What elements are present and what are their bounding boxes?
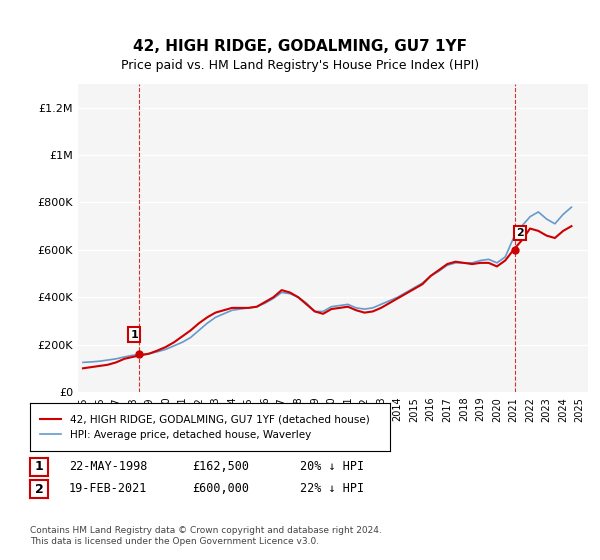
Text: £600,000: £600,000 [192, 482, 249, 496]
Text: 20% ↓ HPI: 20% ↓ HPI [300, 460, 364, 473]
Point [134, 349, 144, 358]
Text: 22% ↓ HPI: 22% ↓ HPI [300, 482, 364, 496]
Text: 22-MAY-1998: 22-MAY-1998 [69, 460, 148, 473]
Text: 1: 1 [130, 329, 138, 339]
Text: Contains HM Land Registry data © Crown copyright and database right 2024.
This d: Contains HM Land Registry data © Crown c… [30, 526, 382, 546]
Text: 1: 1 [35, 460, 43, 473]
Text: £162,500: £162,500 [192, 460, 249, 473]
Legend: 42, HIGH RIDGE, GODALMING, GU7 1YF (detached house), HPI: Average price, detache: 42, HIGH RIDGE, GODALMING, GU7 1YF (deta… [35, 409, 374, 445]
Text: 19-FEB-2021: 19-FEB-2021 [69, 482, 148, 496]
Text: Price paid vs. HM Land Registry's House Price Index (HPI): Price paid vs. HM Land Registry's House … [121, 59, 479, 72]
Text: 2: 2 [516, 228, 524, 238]
Text: 2: 2 [35, 483, 43, 496]
Text: 42, HIGH RIDGE, GODALMING, GU7 1YF: 42, HIGH RIDGE, GODALMING, GU7 1YF [133, 39, 467, 54]
Point [511, 245, 520, 254]
